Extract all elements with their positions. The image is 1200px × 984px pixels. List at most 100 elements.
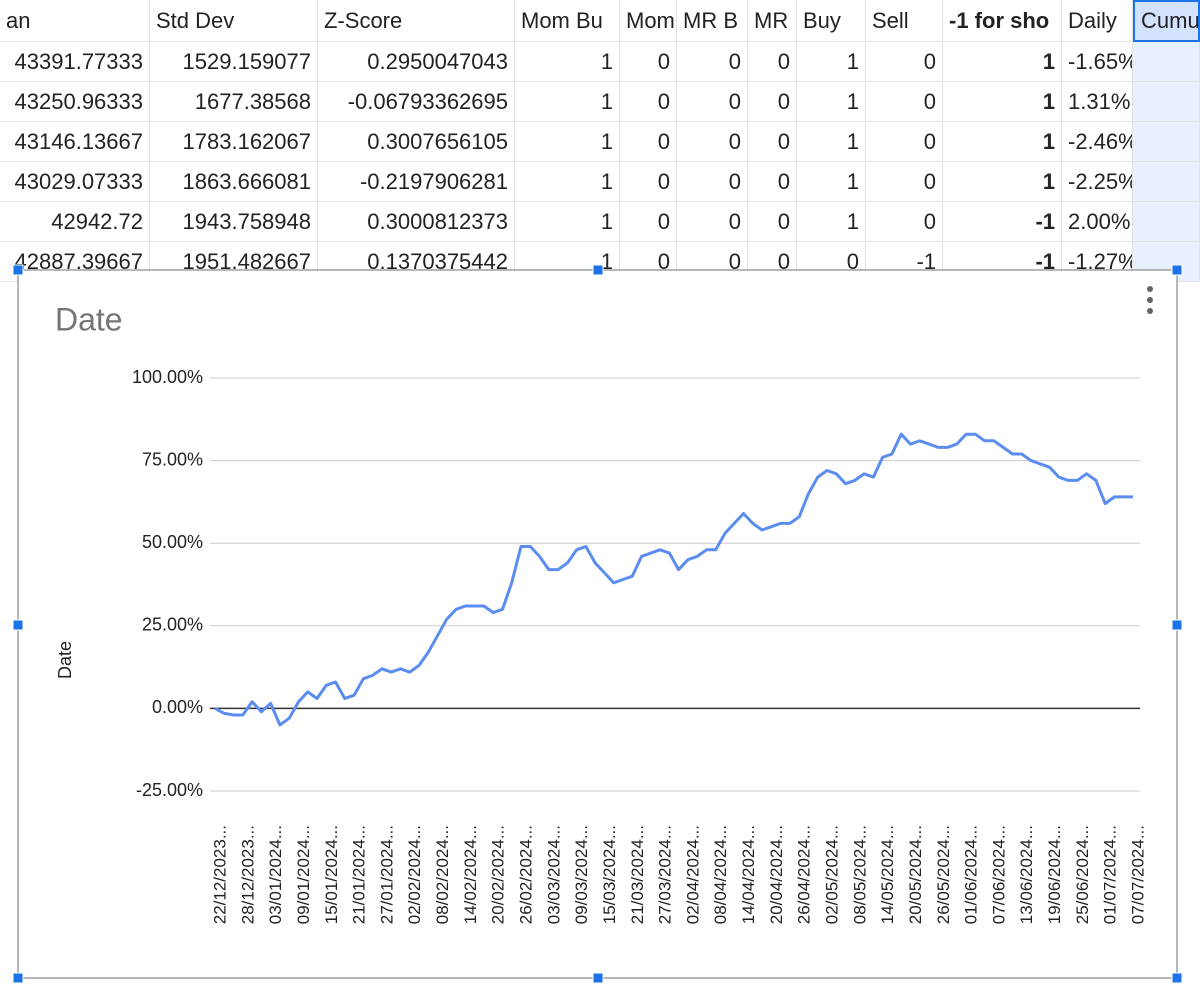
cell[interactable]: 1943.758948: [150, 202, 318, 242]
cell[interactable]: 0: [866, 122, 943, 162]
cell[interactable]: 1: [797, 42, 866, 82]
column-header[interactable]: Sell: [866, 0, 943, 42]
resize-handle[interactable]: [12, 972, 24, 984]
column-header[interactable]: MR: [748, 0, 797, 42]
column-header[interactable]: Mom Bu: [515, 0, 620, 42]
cell[interactable]: -1.65%: [1062, 42, 1133, 82]
x-tick-label: 27/03/2024...: [656, 825, 675, 924]
cell[interactable]: 0: [866, 82, 943, 122]
cell[interactable]: 0: [620, 122, 677, 162]
x-tick-label: 25/06/2024...: [1073, 825, 1092, 924]
cell[interactable]: 43391.77333: [0, 42, 150, 82]
x-tick-label: 14/04/2024...: [739, 825, 758, 924]
cell[interactable]: 0: [677, 162, 748, 202]
resize-handle[interactable]: [12, 619, 24, 631]
column-header[interactable]: Mom: [620, 0, 677, 42]
cell[interactable]: 0.3007656105: [318, 122, 515, 162]
cell[interactable]: [1133, 42, 1200, 82]
column-header[interactable]: Std Dev: [150, 0, 318, 42]
cell[interactable]: 1: [797, 122, 866, 162]
cell[interactable]: -0.06793362695: [318, 82, 515, 122]
x-tick-label: 21/03/2024...: [628, 825, 647, 924]
x-tick-label: 14/02/2024...: [461, 825, 480, 924]
cell[interactable]: [1133, 82, 1200, 122]
cell[interactable]: 1: [515, 122, 620, 162]
cell[interactable]: 0: [748, 202, 797, 242]
cell[interactable]: 1: [797, 162, 866, 202]
cell[interactable]: 0: [748, 82, 797, 122]
x-tick-label: 26/02/2024...: [516, 825, 535, 924]
x-tick-label: 07/07/2024...: [1128, 825, 1147, 924]
cell[interactable]: 0: [677, 202, 748, 242]
resize-handle[interactable]: [1171, 619, 1183, 631]
cell[interactable]: 0: [620, 162, 677, 202]
chart-frame[interactable]: [17, 269, 1178, 979]
resize-handle[interactable]: [12, 264, 24, 276]
column-header[interactable]: an: [0, 0, 150, 42]
chart-title: Date: [55, 301, 123, 337]
cell[interactable]: 1: [943, 82, 1062, 122]
x-tick-label: 02/04/2024...: [683, 825, 702, 924]
cell[interactable]: 0: [866, 162, 943, 202]
resize-handle[interactable]: [1171, 972, 1183, 984]
column-header[interactable]: Z-Score: [318, 0, 515, 42]
cell[interactable]: 1677.38568: [150, 82, 318, 122]
cell[interactable]: 1: [515, 202, 620, 242]
cell[interactable]: 0: [677, 122, 748, 162]
x-tick-label: 13/06/2024...: [1017, 825, 1036, 924]
cell[interactable]: 1529.159077: [150, 42, 318, 82]
cell[interactable]: 1: [797, 82, 866, 122]
column-header[interactable]: MR B: [677, 0, 748, 42]
x-tick-label: 09/01/2024...: [294, 825, 313, 924]
x-tick-label: 14/05/2024...: [878, 825, 897, 924]
column-header[interactable]: Buy: [797, 0, 866, 42]
cell[interactable]: 0: [620, 82, 677, 122]
y-axis-title: Date: [55, 641, 75, 679]
cell[interactable]: [1133, 122, 1200, 162]
cell[interactable]: 1863.666081: [150, 162, 318, 202]
x-tick-label: 15/03/2024...: [600, 825, 619, 924]
resize-handle[interactable]: [1171, 264, 1183, 276]
cell[interactable]: 1: [515, 162, 620, 202]
cell[interactable]: 0: [748, 162, 797, 202]
cell[interactable]: 42942.72: [0, 202, 150, 242]
cell[interactable]: 0: [620, 42, 677, 82]
cell[interactable]: 1: [943, 122, 1062, 162]
cell[interactable]: 1.31%: [1062, 82, 1133, 122]
chart-menu[interactable]: [1147, 286, 1153, 314]
resize-handle[interactable]: [592, 264, 604, 276]
cell[interactable]: 0.2950047043: [318, 42, 515, 82]
cell[interactable]: -1: [943, 202, 1062, 242]
cell[interactable]: -2.46%: [1062, 122, 1133, 162]
cell[interactable]: 0.3000812373: [318, 202, 515, 242]
cell[interactable]: 1: [515, 42, 620, 82]
cell[interactable]: 0: [677, 42, 748, 82]
cell[interactable]: -0.2197906281: [318, 162, 515, 202]
cell[interactable]: 0: [866, 42, 943, 82]
x-tick-label: 22/12/2023...: [210, 825, 229, 924]
cell[interactable]: 0: [748, 42, 797, 82]
x-tick-label: 09/03/2024...: [572, 825, 591, 924]
cell[interactable]: 1: [943, 42, 1062, 82]
cell[interactable]: 1: [515, 82, 620, 122]
column-header[interactable]: Daily: [1062, 0, 1133, 42]
cell[interactable]: 2.00%: [1062, 202, 1133, 242]
cell[interactable]: 1: [943, 162, 1062, 202]
cell[interactable]: 1: [797, 202, 866, 242]
cell[interactable]: 0: [677, 82, 748, 122]
resize-handle[interactable]: [592, 972, 604, 984]
cell[interactable]: 43250.96333: [0, 82, 150, 122]
cell[interactable]: 1783.162067: [150, 122, 318, 162]
cell[interactable]: 43029.07333: [0, 162, 150, 202]
cell[interactable]: 0: [866, 202, 943, 242]
cell[interactable]: 0: [620, 202, 677, 242]
column-header[interactable]: Cumu: [1133, 0, 1200, 42]
y-tick-label: 50.00%: [142, 532, 203, 552]
cell[interactable]: -2.25%: [1062, 162, 1133, 202]
cell[interactable]: 0: [748, 122, 797, 162]
menu-dot: [1147, 286, 1153, 292]
menu-dot: [1147, 308, 1153, 314]
cell[interactable]: 43146.13667: [0, 122, 150, 162]
x-tick-label: 02/05/2024...: [822, 825, 841, 924]
column-header[interactable]: -1 for sho: [943, 0, 1062, 42]
